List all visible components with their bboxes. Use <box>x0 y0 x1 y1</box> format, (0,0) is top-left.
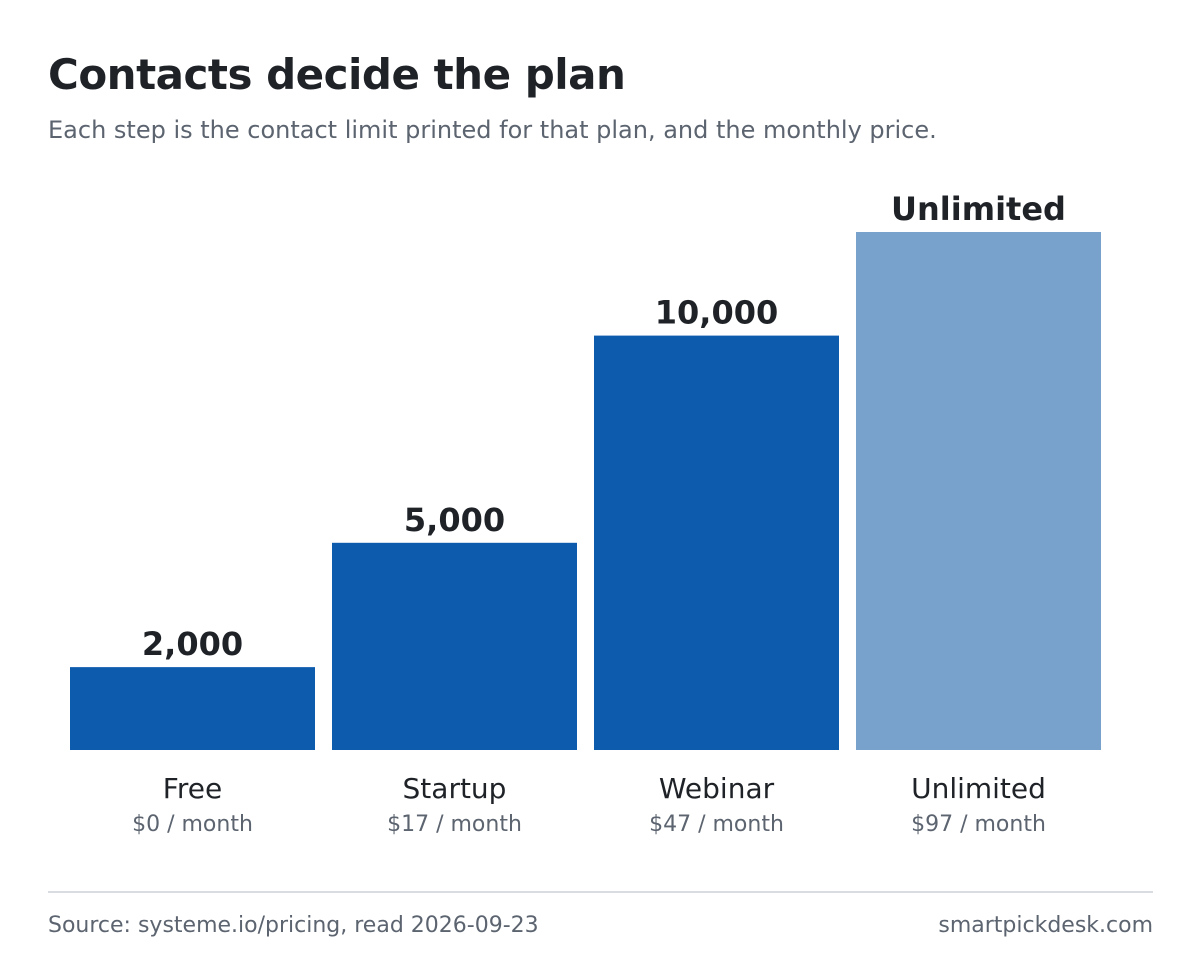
source-note: Source: systeme.io/pricing, read 2026-09… <box>48 913 539 938</box>
category-label-unlimited: Unlimited <box>911 772 1046 805</box>
category-label-startup: Startup <box>403 772 507 805</box>
bar-chart: 2,000 Free $0 / month 5,000 Startup $17 / mon… <box>70 190 1101 837</box>
bar-startup <box>332 542 577 750</box>
value-label-free: 2,000 <box>142 625 243 663</box>
bar-webinar <box>594 335 839 750</box>
category-label-free: Free <box>163 772 222 805</box>
price-label-free: $0 / month <box>132 812 253 837</box>
footer-divider <box>48 891 1153 893</box>
chart-subtitle: Each step is the contact limit printed f… <box>48 116 937 144</box>
brand-label: smartpickdesk.com <box>938 913 1153 938</box>
category-label-webinar: Webinar <box>659 772 775 805</box>
chart-title: Contacts decide the plan <box>48 50 626 99</box>
value-label-webinar: 10,000 <box>655 294 778 332</box>
value-label-unlimited: Unlimited <box>891 190 1066 228</box>
price-label-webinar: $47 / month <box>649 812 784 837</box>
price-label-startup: $17 / month <box>387 812 522 837</box>
bar-free <box>70 667 315 750</box>
value-label-startup: 5,000 <box>404 501 505 539</box>
bar-unlimited <box>856 232 1101 750</box>
price-label-unlimited: $97 / month <box>911 812 1046 837</box>
